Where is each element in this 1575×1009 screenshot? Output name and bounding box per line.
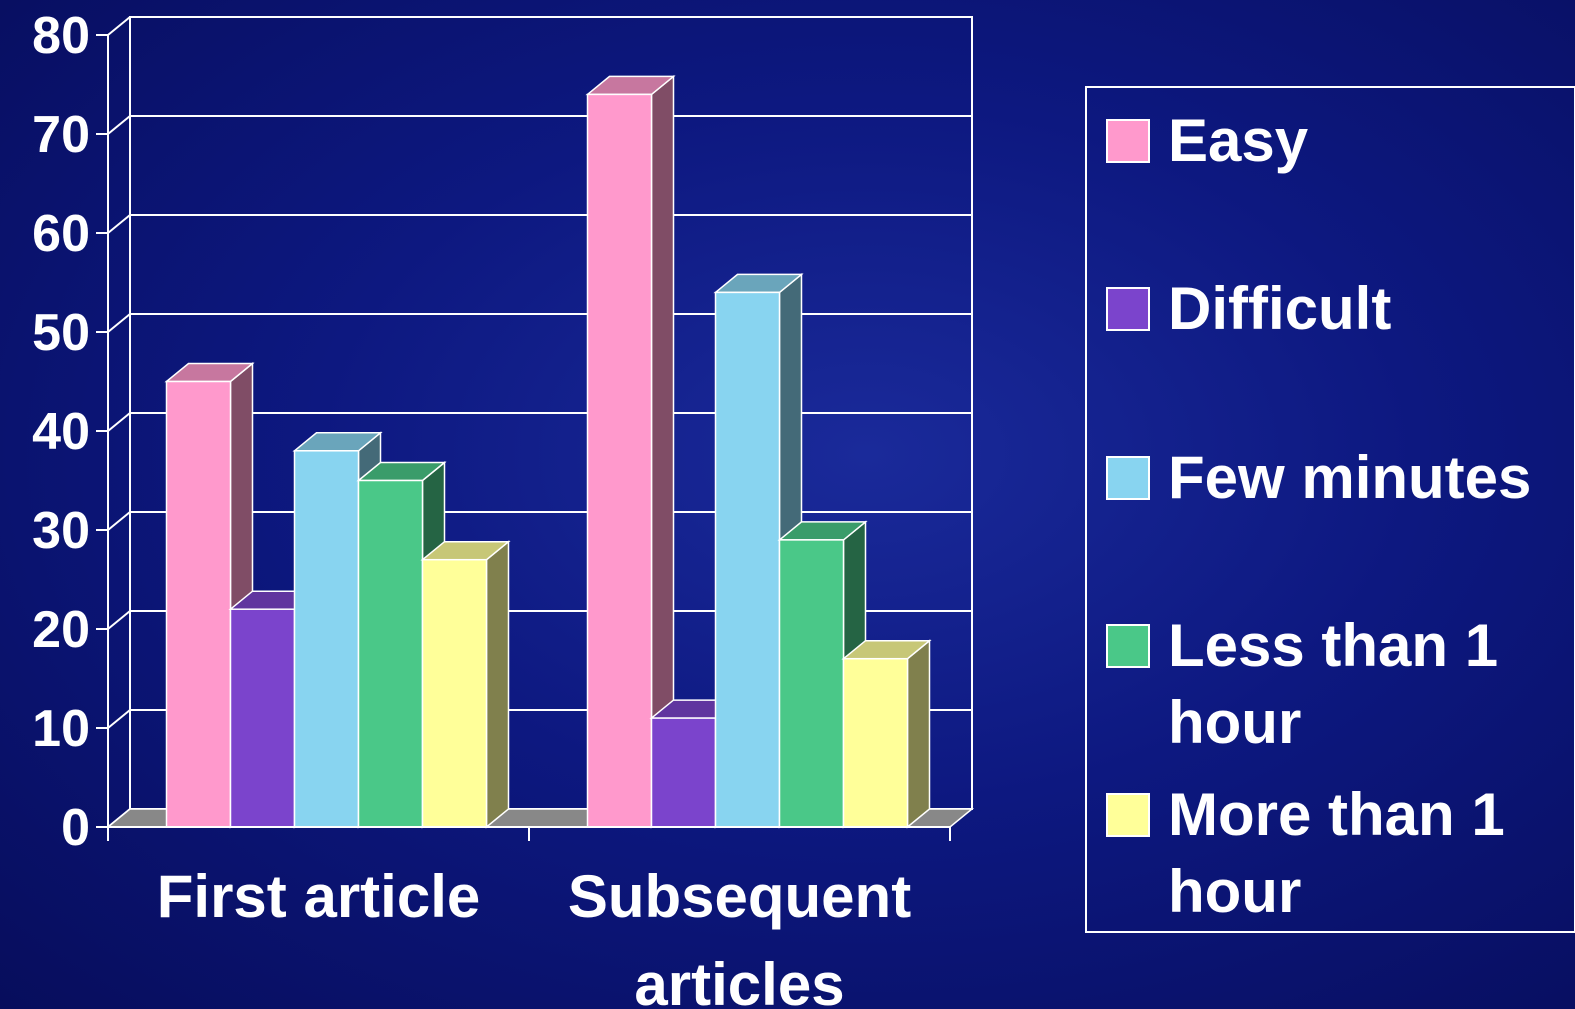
legend-item: Easy xyxy=(1106,107,1309,174)
legend-label: Difficult xyxy=(1168,275,1391,342)
bar-front xyxy=(357,479,424,828)
y-tick-label: 40 xyxy=(32,403,90,461)
axis-layer: 0 10 20 30 40 50 60 70 80 First article Subsequent… xyxy=(32,7,951,1009)
y-tick-label: 20 xyxy=(32,601,90,659)
bar xyxy=(841,639,932,829)
bar-front xyxy=(421,558,488,828)
bar-front xyxy=(778,539,845,828)
gridline-side xyxy=(107,16,131,36)
legend-label: hour xyxy=(1168,689,1301,756)
bar-front xyxy=(165,380,232,828)
x-category-label: Subsequent xyxy=(568,863,911,930)
bar-front xyxy=(293,450,360,828)
y-tick-label: 60 xyxy=(32,205,90,263)
legend-label: Easy xyxy=(1168,107,1309,174)
legend-label: More than 1 xyxy=(1168,781,1505,848)
gridline-side xyxy=(107,610,131,630)
gridline-side xyxy=(107,511,131,531)
legend-swatch xyxy=(1106,119,1150,163)
bar xyxy=(585,74,676,829)
y-tick-label: 30 xyxy=(32,502,90,560)
gridline-side xyxy=(107,313,131,333)
x-category-label: articles xyxy=(634,951,844,1009)
bar-front xyxy=(842,657,909,828)
bar xyxy=(420,540,511,829)
bar-front xyxy=(714,291,781,828)
legend-label: Few minutes xyxy=(1168,444,1531,511)
legend-swatch xyxy=(1106,624,1150,668)
bars-layer xyxy=(164,74,932,829)
bar-side xyxy=(906,639,931,829)
legend-box xyxy=(1085,86,1575,933)
gridline-side xyxy=(107,115,131,135)
legend-swatch xyxy=(1106,456,1150,500)
y-tick-label: 0 xyxy=(61,799,90,857)
legend-item: More than 1 hour xyxy=(1106,781,1505,925)
y-tick-label: 50 xyxy=(32,304,90,362)
gridline-side xyxy=(107,412,131,432)
legend-label: hour xyxy=(1168,858,1301,925)
bar-front xyxy=(650,717,717,828)
legend-item: Difficult xyxy=(1106,275,1391,342)
legend-item: Few minutes xyxy=(1106,444,1531,511)
y-tick-label: 10 xyxy=(32,700,90,758)
legend-label: Less than 1 xyxy=(1168,612,1498,679)
bar-front xyxy=(586,93,653,828)
y-tick-label: 70 xyxy=(32,106,90,164)
gridline-side xyxy=(107,214,131,234)
gridline-side xyxy=(107,709,131,729)
y-tick-label: 80 xyxy=(32,7,90,65)
bar-side xyxy=(485,540,510,829)
legend-item: Less than 1 hour xyxy=(1106,612,1498,756)
legend-swatch xyxy=(1106,287,1150,331)
x-category-label: First article xyxy=(157,863,480,930)
bar-front xyxy=(229,608,296,828)
legend-swatch xyxy=(1106,793,1150,837)
